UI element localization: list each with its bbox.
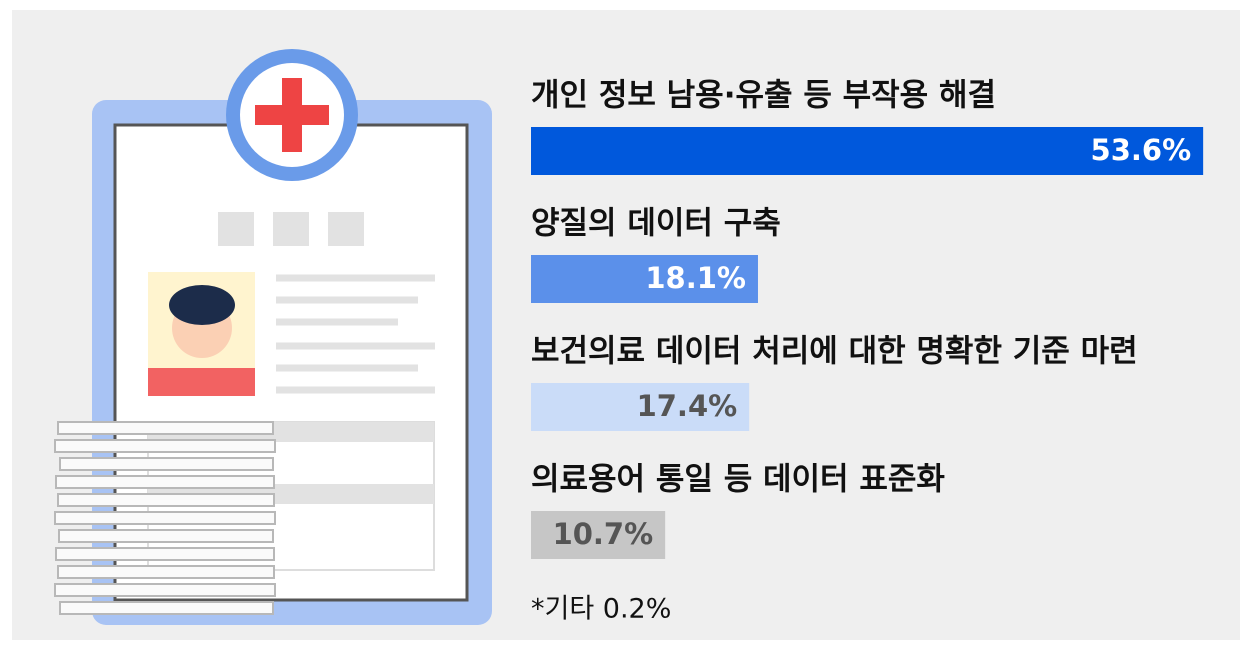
note: *기타 0.2% — [531, 594, 671, 625]
category-label: 보건의료 데이터 처리에 대한 명확한 기준 마련 — [531, 334, 1138, 370]
category-label: 의료용어 통일 등 데이터 표준화 — [531, 462, 945, 498]
illustration — [55, 49, 492, 625]
category-label: 양질의 데이터 구축 — [531, 206, 781, 242]
value-label: 17.4% — [637, 389, 738, 423]
category-label: 개인 정보 남용·유출 등 부작용 해결 — [531, 78, 996, 114]
value-label: 53.6% — [1091, 133, 1192, 167]
value-label: 10.7% — [553, 517, 654, 551]
page: *기타 0.2% 개인 정보 남용·유출 등 부작용 해결 53.6% 양질의 데이… — [0, 0, 1241, 647]
chart: *기타 0.2% 개인 정보 남용·유출 등 부작용 해결 53.6% 양질의 데이… — [0, 0, 1241, 647]
value-label: 18.1% — [645, 261, 746, 295]
